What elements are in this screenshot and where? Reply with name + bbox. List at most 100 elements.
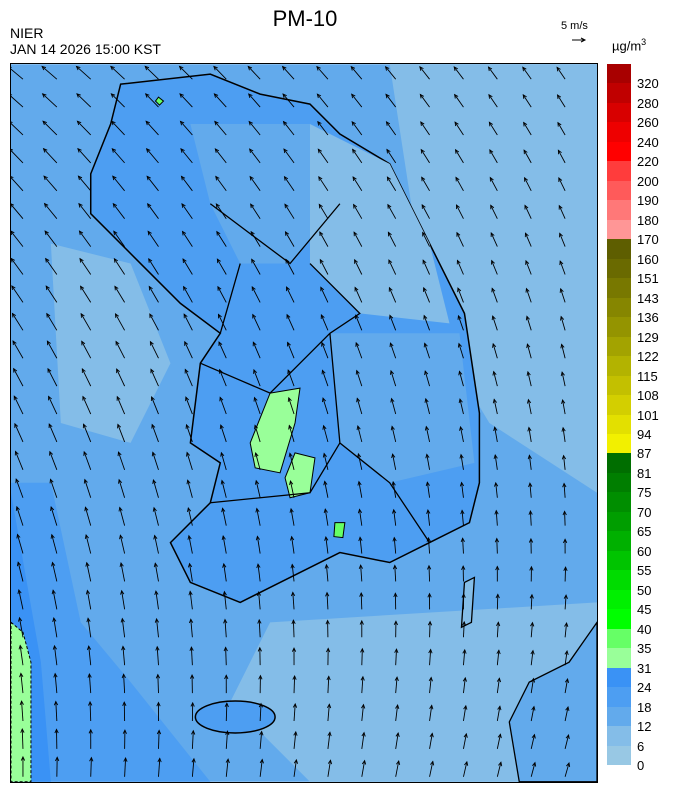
wind-arrow-head xyxy=(11,176,14,180)
wind-arrow xyxy=(318,176,329,192)
wind-arrow-head xyxy=(395,704,400,710)
wind-arrow-head xyxy=(19,672,24,678)
wind-arrow xyxy=(151,424,159,443)
wind-arrow-head xyxy=(422,231,427,237)
wind-arrow xyxy=(459,399,464,415)
wind-arrow-head xyxy=(461,593,466,598)
wind-arrow xyxy=(386,121,397,136)
wind-arrow-head xyxy=(497,733,502,739)
wind-arrow xyxy=(219,369,227,387)
wind-arrow xyxy=(214,93,227,108)
wind-arrow-head xyxy=(497,705,502,711)
legend-label: 180 xyxy=(637,212,659,228)
wind-arrow xyxy=(215,203,227,219)
wind-arrow-head xyxy=(456,231,461,237)
wind-arrow-head xyxy=(282,120,288,126)
wind-arrow-head xyxy=(148,285,153,291)
wind-arrow-head xyxy=(117,423,122,429)
wind-arrow-head xyxy=(462,676,467,682)
wind-arrow xyxy=(492,343,498,359)
wind-arrow xyxy=(251,259,261,275)
wind-arrow xyxy=(316,66,329,80)
legend-swatch xyxy=(607,336,631,357)
wind-arrow-head xyxy=(254,452,259,458)
legend-label: 190 xyxy=(637,193,659,209)
legend-label: 12 xyxy=(637,719,652,735)
wind-arrow-head xyxy=(155,673,161,679)
wind-arrow-head xyxy=(523,149,528,155)
wind-arrow xyxy=(421,204,430,219)
pm10-concentration-map[interactable] xyxy=(10,63,598,783)
wind-arrow xyxy=(352,149,363,164)
wind-arrow-head xyxy=(215,203,220,209)
wind-arrow xyxy=(425,426,431,443)
wind-arrow-head xyxy=(258,674,263,680)
wind-arrow-head xyxy=(420,148,425,154)
wind-arrow xyxy=(419,66,430,80)
wind-arrow xyxy=(147,231,159,247)
wind-arrow xyxy=(124,758,127,777)
wind-arrow xyxy=(186,424,193,443)
wind-arrow xyxy=(355,342,363,359)
wind-arrow-head xyxy=(11,148,14,151)
wind-arrow-head xyxy=(387,203,392,209)
wind-arrow xyxy=(185,397,193,415)
wind-arrow xyxy=(77,120,92,136)
wind-arrow-head xyxy=(117,451,122,457)
wind-arrow xyxy=(288,397,295,415)
wind-arrow xyxy=(259,703,262,722)
legend-label: 70 xyxy=(637,504,652,520)
wind-arrow-head xyxy=(526,398,532,404)
wind-arrow-head xyxy=(214,148,220,153)
wind-arrow xyxy=(225,731,228,749)
wind-arrow xyxy=(88,646,92,666)
wind-arrow-head xyxy=(51,589,56,595)
wind-arrow-head xyxy=(428,648,433,654)
wind-arrow xyxy=(429,761,434,777)
wind-arrow-head xyxy=(79,257,84,263)
wind-arrow-head xyxy=(214,120,219,126)
wind-arrow-head xyxy=(149,313,154,319)
wind-arrow xyxy=(16,506,24,526)
wind-arrow xyxy=(225,647,227,666)
jeju-island xyxy=(194,700,276,734)
wind-arrow-head xyxy=(318,175,323,181)
wind-arrow xyxy=(48,423,58,443)
wind-arrow xyxy=(360,593,363,610)
wind-arrow xyxy=(458,343,464,359)
wind-arrow-head xyxy=(461,565,466,570)
legend-swatch xyxy=(607,200,631,221)
wind-arrow-head xyxy=(252,341,257,347)
wind-arrow xyxy=(184,369,193,387)
wind-arrow-head xyxy=(249,148,254,154)
wind-arrow-head xyxy=(84,533,89,540)
wind-arrow-head xyxy=(529,593,534,599)
wind-arrow-head xyxy=(357,452,362,458)
wind-arrow-head xyxy=(18,616,23,622)
wind-arrow xyxy=(45,285,58,303)
wind-arrow-head xyxy=(426,536,431,542)
wind-arrow xyxy=(395,705,399,722)
wind-arrow xyxy=(529,483,532,498)
legend-swatch xyxy=(607,726,631,747)
wind-arrow-head xyxy=(463,704,468,710)
wind-arrow xyxy=(50,506,58,526)
organization-label: NIER xyxy=(10,25,44,41)
wind-arrow xyxy=(11,149,24,164)
wind-arrow xyxy=(290,508,295,526)
wind-arrow xyxy=(17,534,24,554)
wind-arrow xyxy=(456,232,464,247)
wind-arrow xyxy=(19,617,24,638)
wind-arrow-head xyxy=(144,93,150,98)
wind-arrow xyxy=(423,287,430,303)
legend-swatch xyxy=(607,64,631,84)
wind-arrow-head xyxy=(150,368,155,374)
wind-arrow xyxy=(491,288,498,303)
wind-arrow-head xyxy=(317,120,322,126)
wind-arrow xyxy=(149,313,159,331)
wind-arrow-head xyxy=(45,257,50,263)
wind-arrow-head xyxy=(185,396,190,402)
wind-arrow xyxy=(390,370,397,387)
wind-arrow-head xyxy=(523,121,528,127)
wind-arrow-head xyxy=(389,342,394,348)
